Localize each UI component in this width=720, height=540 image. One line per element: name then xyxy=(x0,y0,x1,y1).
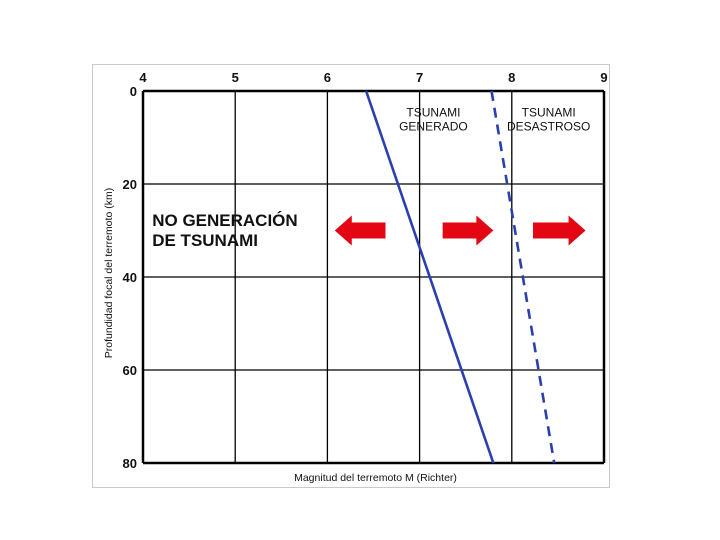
y-tick-label: 80 xyxy=(123,456,137,471)
x-tick-label: 8 xyxy=(508,70,515,85)
zone-label-line: GENERADO xyxy=(399,120,468,134)
y-tick-label: 40 xyxy=(123,270,137,285)
left-arrow-icon xyxy=(334,215,386,246)
x-axis-label: Magnitud del terremoto M (Richter) xyxy=(294,472,457,484)
x-tick-label: 6 xyxy=(324,70,331,85)
x-tick-label: 4 xyxy=(139,70,147,85)
zone-label-line: TSUNAMI xyxy=(522,106,576,120)
zone-label-line: NO GENERACIÓN xyxy=(152,211,297,230)
x-tick-label: 7 xyxy=(416,70,423,85)
zone-label-line: TSUNAMI xyxy=(406,106,460,120)
x-tick-label: 5 xyxy=(232,70,239,85)
y-tick-label: 60 xyxy=(123,363,137,378)
right-arrow-icon xyxy=(533,215,586,246)
zone-arrows xyxy=(334,215,586,246)
x-tick-label: 9 xyxy=(600,70,607,85)
y-tick-label: 20 xyxy=(123,177,137,192)
grid-lines xyxy=(141,89,606,465)
tick-labels: 4 5 6 7 8 9 0 20 40 60 80 xyxy=(123,70,608,471)
zone-label-line: DESASTROSO xyxy=(507,120,590,134)
zone-label-line: DE TSUNAMI xyxy=(152,231,258,250)
right-arrow-icon xyxy=(442,215,494,246)
solid-boundary-line xyxy=(364,90,495,464)
y-axis-label: Profundidad focal del terremoto (km) xyxy=(103,188,115,358)
y-tick-label: 0 xyxy=(130,84,137,99)
series-lines xyxy=(364,90,556,464)
dashed-boundary-line xyxy=(490,90,556,464)
